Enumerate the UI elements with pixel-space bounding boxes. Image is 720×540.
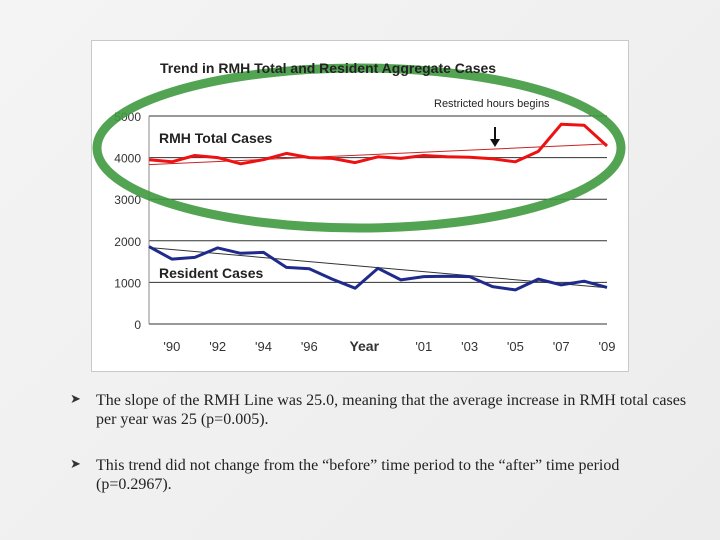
bullet-item-trend: ➤ This trend did not change from the “be…	[70, 456, 690, 494]
series-line	[148, 245, 608, 292]
x-tick-label: '90	[163, 339, 180, 354]
annotation-label: Restricted hours begins	[434, 98, 550, 110]
x-tick-label: '96	[301, 339, 318, 354]
x-tick-label: '01	[415, 339, 432, 354]
trend-line	[148, 143, 608, 166]
x-tick-label: '03	[461, 339, 478, 354]
x-tick-label: '09	[599, 339, 616, 354]
chart-panel: 5000 4000 3000 2000 1000 0 '90'92'94'96 Year '0…	[91, 40, 629, 372]
arrow-down-icon	[490, 139, 500, 147]
series-label: Resident Cases	[159, 265, 263, 281]
highlight-ellipse	[92, 63, 626, 233]
y-tick-label: 2000	[114, 235, 141, 249]
x-tick-label: '92	[209, 339, 226, 354]
x-tick-label: '94	[255, 339, 272, 354]
bullet-text: This trend did not change from the “befo…	[96, 457, 620, 493]
bullet-arrow-icon: ➤	[70, 457, 81, 472]
y-tick-label: 4000	[114, 152, 141, 166]
bullet-arrow-icon: ➤	[70, 392, 81, 407]
bullet-item-slope: ➤ The slope of the RMH Line was 25.0, me…	[70, 391, 690, 429]
series-line	[148, 122, 609, 166]
chart-title: Trend in RMH Total and Resident Aggregat…	[160, 60, 496, 76]
y-tick-label: 3000	[114, 193, 141, 207]
series-label: RMH Total Cases	[159, 130, 273, 146]
x-axis-title: Year	[349, 338, 379, 354]
y-tick-label: 1000	[114, 276, 141, 290]
x-tick-label: '05	[507, 339, 524, 354]
y-tick-label: 0	[134, 318, 141, 332]
x-tick-label: '07	[553, 339, 570, 354]
bullet-text: The slope of the RMH Line was 25.0, mean…	[96, 392, 687, 428]
